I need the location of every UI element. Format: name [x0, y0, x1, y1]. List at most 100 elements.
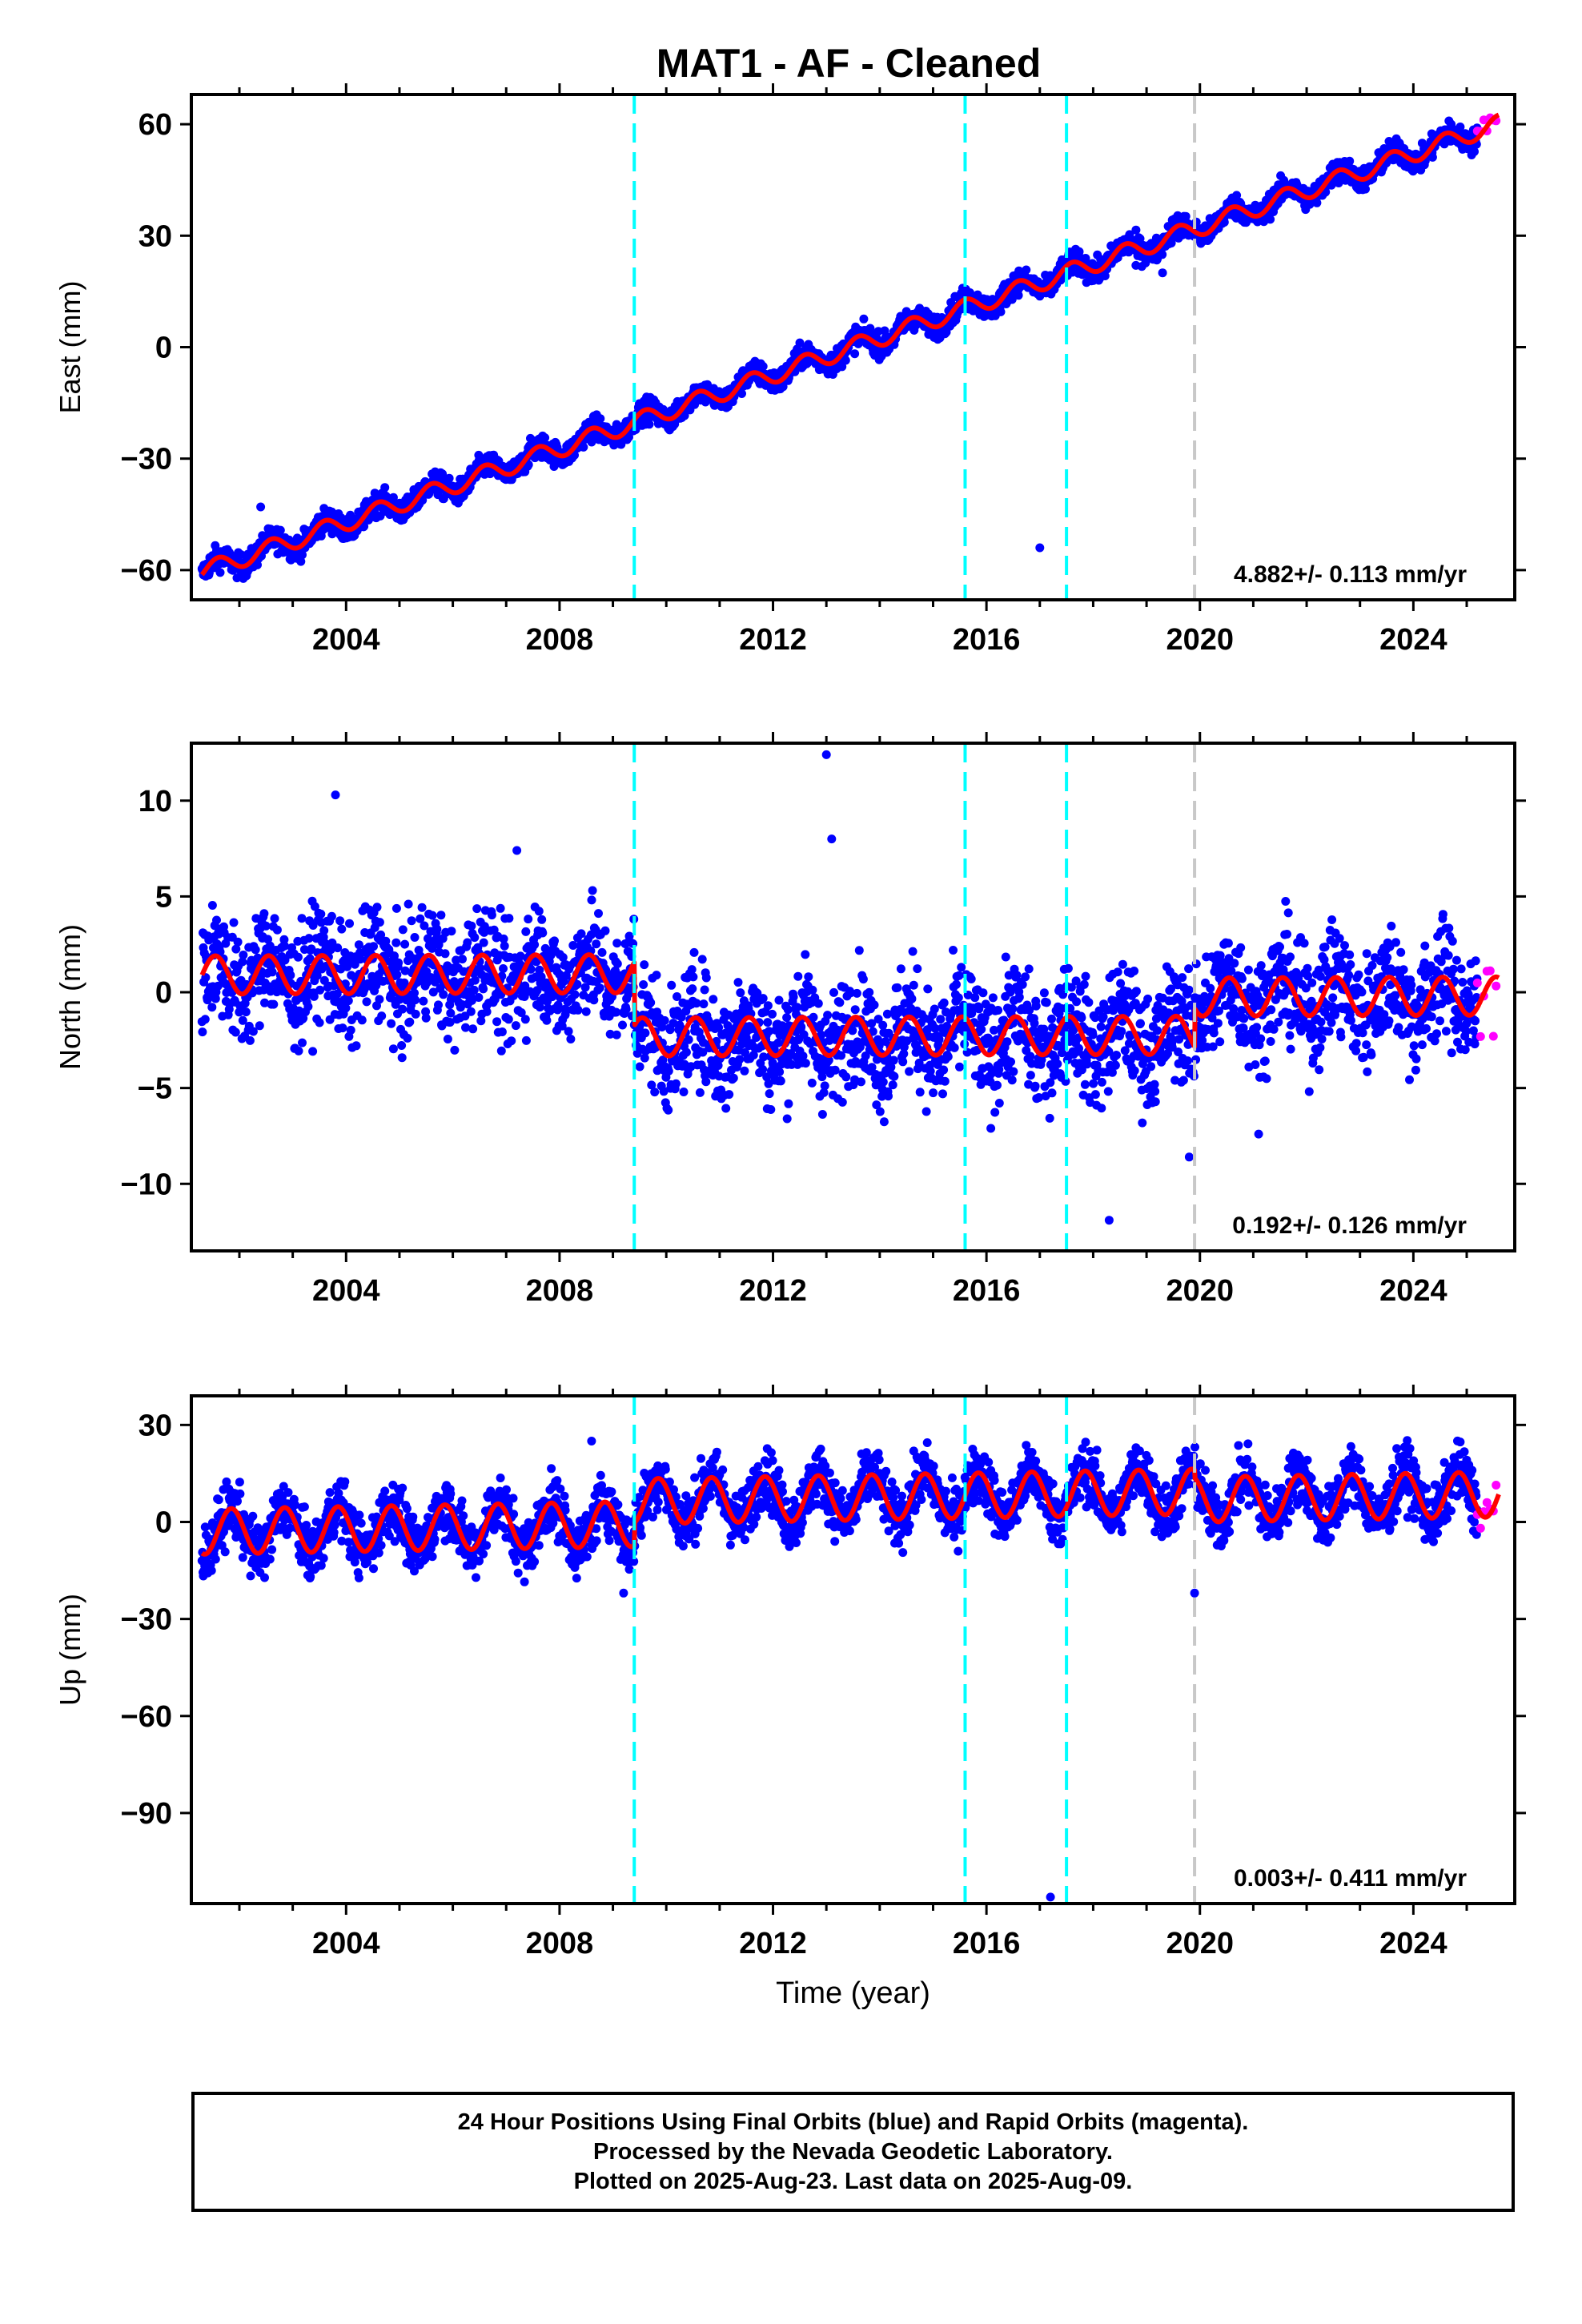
data-point: [782, 1114, 792, 1124]
data-point: [954, 993, 963, 1003]
data-point: [813, 999, 823, 1008]
data-point: [1021, 972, 1030, 982]
data-point: [467, 921, 476, 931]
data-point: [346, 1025, 355, 1035]
data-point: [1131, 225, 1141, 235]
data-point: [1097, 1104, 1106, 1113]
data-point: [823, 1011, 833, 1020]
data-point: [521, 1035, 531, 1045]
data-point: [908, 947, 917, 956]
data-point: [875, 1107, 885, 1116]
data-point: [443, 1035, 452, 1043]
data-point: [303, 1002, 313, 1011]
data-point: [461, 1023, 470, 1032]
data-point: [297, 914, 307, 923]
data-point: [784, 1099, 793, 1108]
data-point: [994, 1099, 1004, 1108]
data-point: [1130, 967, 1139, 975]
data-point: [411, 995, 420, 1005]
data-point: [570, 990, 580, 999]
data-point: [507, 1036, 516, 1046]
data-point: [472, 904, 482, 914]
data-point: [497, 1027, 507, 1036]
data-point: [939, 998, 949, 1007]
data-point: [1266, 215, 1275, 224]
data-point: [463, 938, 472, 947]
data-point: [198, 1027, 207, 1037]
data-point: [417, 903, 427, 912]
data-point: [940, 1076, 950, 1086]
data-point: [404, 899, 413, 909]
data-point: [841, 356, 850, 365]
data-point: [664, 1105, 673, 1115]
data-point: [597, 947, 607, 957]
data-point: [1097, 1077, 1106, 1087]
data-point: [640, 960, 649, 970]
data-point: [988, 993, 998, 1003]
data-point: [391, 938, 401, 947]
data-point: [496, 1046, 506, 1055]
data-point: [319, 926, 329, 935]
data-point: [474, 993, 484, 1002]
data-point: [801, 950, 810, 959]
data-point: [504, 914, 514, 923]
plot-area: [197, 750, 1501, 1225]
data-point: [576, 929, 586, 939]
data-point: [993, 1080, 1002, 1090]
data-point: [1039, 988, 1049, 998]
data-point: [207, 901, 217, 910]
data-point: [1130, 1066, 1139, 1076]
data-point: [375, 918, 384, 927]
data-point: [701, 1077, 711, 1087]
data-point: [701, 973, 711, 983]
data-point: [298, 1038, 307, 1047]
data-point: [270, 914, 279, 923]
data-point: [689, 972, 698, 982]
data-point: [482, 1007, 492, 1016]
data-point: [766, 1105, 776, 1114]
data-point: [929, 1088, 938, 1098]
data-point: [327, 911, 336, 921]
data-point: [809, 1012, 818, 1022]
data-point: [524, 915, 533, 924]
data-point: [1047, 1014, 1056, 1023]
data-point: [579, 442, 588, 452]
data-point: [351, 1041, 361, 1051]
data-point: [774, 995, 784, 1005]
data-point: [913, 964, 922, 974]
data-point: [888, 1080, 897, 1090]
data-point: [841, 1072, 851, 1082]
data-point: [387, 1019, 396, 1028]
velocity-label: 4.882+/- 0.113 mm/yr: [1234, 561, 1467, 588]
data-point: [398, 1004, 408, 1014]
data-point: [994, 1006, 1003, 1015]
data-point: [1088, 1030, 1098, 1039]
data-point: [952, 979, 961, 989]
data-point: [681, 1047, 691, 1057]
data-point: [315, 1018, 324, 1027]
data-point: [671, 1079, 681, 1088]
data-point: [394, 958, 404, 967]
data-point: [789, 992, 798, 1002]
data-point: [316, 909, 326, 919]
data-point: [272, 925, 282, 935]
data-point: [775, 1068, 785, 1076]
data-point: [530, 940, 540, 950]
y-tick-label: 0: [155, 332, 172, 365]
data-point: [511, 1021, 520, 1031]
data-point: [923, 984, 933, 994]
data-point: [275, 525, 285, 535]
data-point: [782, 1013, 792, 1023]
data-point: [763, 1001, 773, 1011]
data-point: [817, 1110, 827, 1119]
data-point: [1026, 1051, 1035, 1061]
data-point: [857, 1077, 865, 1087]
data-point: [793, 971, 803, 981]
data-point: [400, 939, 410, 949]
data-point: [1089, 1079, 1098, 1088]
data-point: [279, 941, 289, 951]
data-point: [587, 895, 596, 905]
data-point: [977, 1024, 986, 1034]
data-point: [621, 1004, 631, 1014]
